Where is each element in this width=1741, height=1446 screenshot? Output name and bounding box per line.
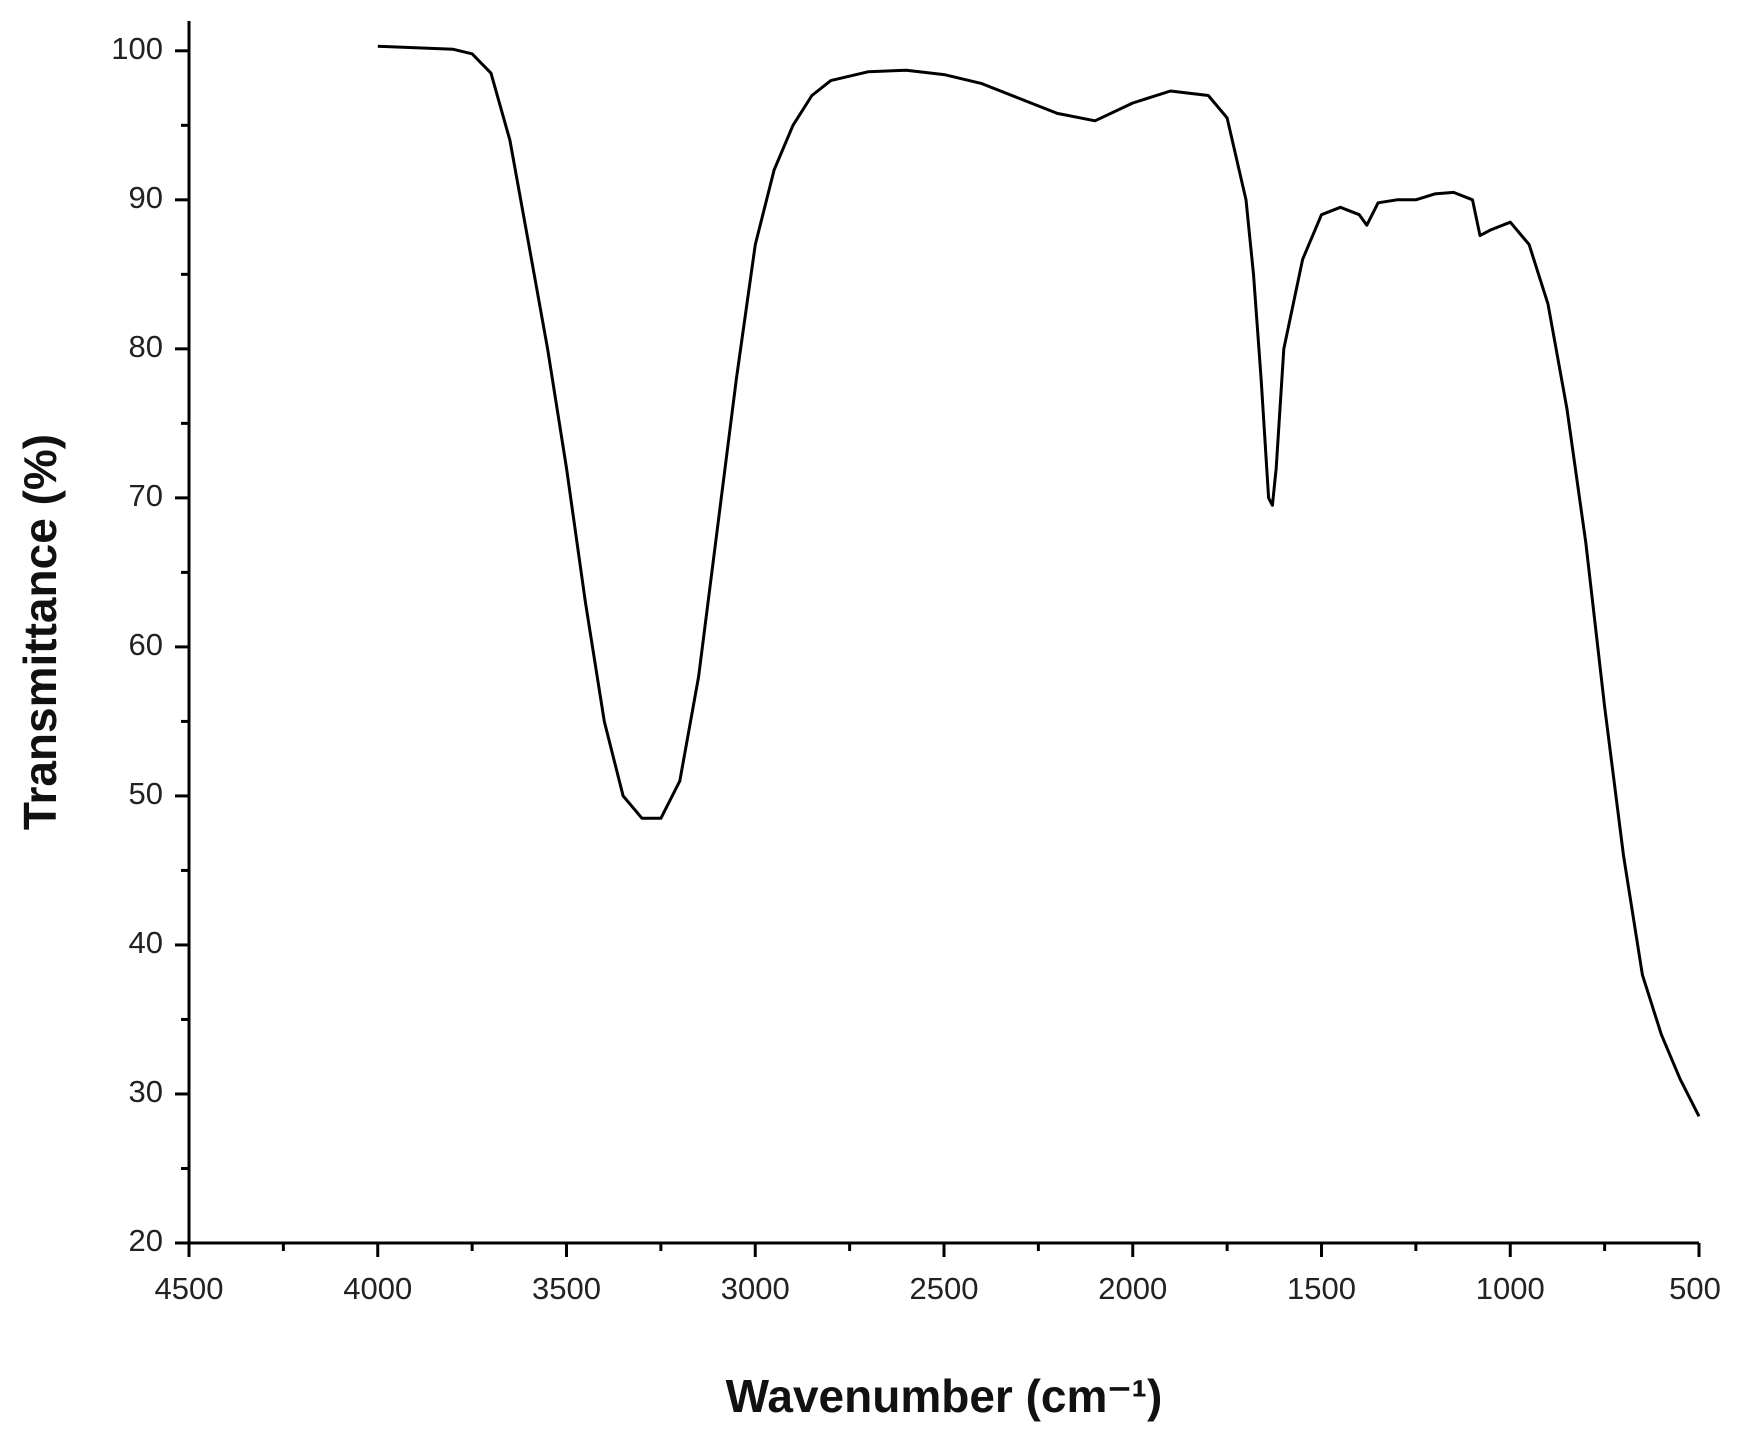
y-tick-label: 90 [129,180,163,215]
x-tick-label: 500 [1669,1271,1721,1306]
y-axis-title: Transmittance (%) [14,434,66,830]
y-tick-label: 20 [129,1223,163,1258]
y-tick-label: 70 [129,478,163,513]
y-tick-label: 80 [129,329,163,364]
y-tick-label: 40 [129,925,163,960]
x-tick-label: 2000 [1098,1271,1167,1306]
x-tick-label: 2500 [910,1271,979,1306]
y-tick-label: 60 [129,627,163,662]
y-tick-label: 100 [111,31,163,66]
x-tick-label: 3000 [721,1271,790,1306]
y-tick-label: 50 [129,776,163,811]
x-tick-label: 3500 [532,1271,601,1306]
y-tick-label: 30 [129,1074,163,1109]
x-tick-label: 1500 [1287,1271,1356,1306]
x-axis-title: Wavenumber (cm⁻¹) [726,1370,1163,1422]
spectrum-line [377,44,1701,1117]
x-tick-label: 1000 [1476,1271,1545,1306]
x-tick-label: 4000 [343,1271,412,1306]
x-tick-label: 4500 [155,1271,224,1306]
